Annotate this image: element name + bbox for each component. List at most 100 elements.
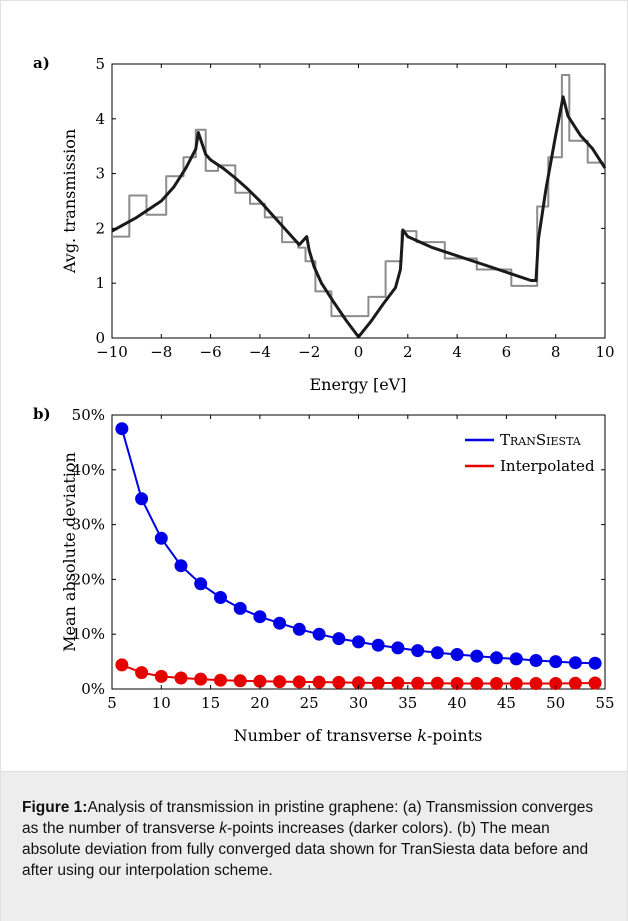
panel-b-x-tick-label: 45 <box>497 694 516 712</box>
series-point-interpolated <box>450 677 464 690</box>
panel-b-x-tick-label: 10 <box>152 694 171 712</box>
series-point-transiesta <box>352 635 365 649</box>
series-point-transiesta <box>194 577 208 591</box>
series-point-transiesta <box>588 656 602 670</box>
series-point-transiesta <box>292 622 306 636</box>
panel-a-x-tick-label: −10 <box>96 343 128 361</box>
series-point-transiesta <box>214 591 227 604</box>
panel-b-y-tick-label: 30% <box>72 516 105 534</box>
series-point-transiesta <box>568 656 582 670</box>
series-point-interpolated <box>312 675 326 689</box>
series-point-transiesta <box>174 559 188 573</box>
panel-b-label: b) <box>33 405 51 423</box>
series-point-interpolated <box>490 677 503 690</box>
series-point-transiesta <box>371 638 385 652</box>
series-point-interpolated <box>411 676 425 690</box>
panel-b-y-tick-label: 20% <box>72 570 105 588</box>
panel-b-series-group <box>115 422 602 690</box>
panel-b-x-axis-title: Number of transverse k-points <box>234 726 483 745</box>
series-point-transiesta <box>549 655 563 669</box>
panel-a-x-tick-label: −2 <box>298 343 320 361</box>
panel-a-x-tick-label: 8 <box>551 343 561 361</box>
panel-b-y-tick-label: 50% <box>72 406 105 424</box>
panel-a-series-group <box>111 74 607 339</box>
series-point-interpolated <box>430 676 444 690</box>
series-point-interpolated <box>470 677 484 690</box>
caption-text: Analysis of transmission in pristine gra… <box>22 799 594 879</box>
panel-a-y-tick-label: 3 <box>95 165 105 183</box>
panel-a-y-axis-title: Avg. transmission <box>60 129 79 274</box>
series-point-interpolated <box>568 676 582 690</box>
series-point-interpolated <box>194 672 208 686</box>
caption-label: Figure 1: <box>22 799 88 816</box>
panel-b-ticks: 5 10 15 20 25 30 35 40 45 50 55 0% 10% 20% 30% 40% 50% <box>72 406 615 712</box>
panel-a-axes-frame <box>111 63 606 339</box>
panel-b-x-tick-label: 40 <box>448 694 467 712</box>
series-point-transiesta <box>450 648 464 661</box>
series-point-interpolated <box>588 676 602 690</box>
series-point-transiesta <box>411 644 425 658</box>
panel-a-converged-line <box>111 95 607 339</box>
series-point-transiesta <box>430 646 444 660</box>
series-point-interpolated <box>332 675 346 689</box>
series-point-transiesta <box>509 652 523 666</box>
panel-b-x-tick-label: 55 <box>595 694 614 712</box>
panel-a-y-tick-label: 2 <box>95 219 105 237</box>
series-point-transiesta <box>253 610 267 624</box>
panel-a-x-tick-label: 2 <box>403 343 413 361</box>
series-point-interpolated <box>549 677 563 690</box>
series-point-transiesta <box>154 531 168 545</box>
series-point-transiesta <box>135 492 149 506</box>
panel-b-y-tick-label: 0% <box>81 680 105 698</box>
panel-a-x-tick-label: 10 <box>595 343 614 361</box>
series-point-interpolated <box>529 677 543 690</box>
caption-box: Figure 1:Analysis of transmission in pri… <box>1 771 627 921</box>
series-point-interpolated <box>509 677 523 690</box>
panel-b-x-tick-label: 15 <box>201 694 220 712</box>
legend-label-transiesta: TRANSIESTA <box>500 431 582 449</box>
series-point-transiesta <box>115 422 129 436</box>
series-point-transiesta <box>470 649 484 663</box>
series-point-interpolated <box>233 674 247 688</box>
series-point-interpolated <box>214 673 227 687</box>
panel-a-x-tick-label: 6 <box>502 343 512 361</box>
panel-a-x-tick-label: 4 <box>452 343 462 361</box>
panel-b-x-tick-label: 20 <box>250 694 269 712</box>
panel-a-ticks: −10 −8 −6 −4 −2 0 2 4 6 8 10 0 1 2 3 4 5 <box>95 55 614 361</box>
series-point-interpolated <box>391 676 405 690</box>
figure-area: a) −10 −8 −6 −4 −2 0 2 4 6 8 10 0 1 2 3 4 5 Energy [eV] … <box>1 1 627 771</box>
panel-a-y-tick-label: 5 <box>95 55 105 73</box>
figure-caption: Figure 1:Analysis of transmission in pri… <box>22 797 606 881</box>
legend-label-interpolated: Interpolated <box>500 457 595 475</box>
series-point-transiesta <box>233 601 247 615</box>
series-point-interpolated <box>154 669 168 683</box>
panel-b-x-tick-label: 35 <box>398 694 417 712</box>
series-point-transiesta <box>332 632 346 646</box>
series-point-interpolated <box>273 675 287 689</box>
panel-a-y-tick-label: 0 <box>95 329 105 347</box>
panel-b-x-tick-label: 25 <box>300 694 319 712</box>
series-point-transiesta <box>273 616 287 630</box>
panel-b-x-tick-label: 50 <box>546 694 565 712</box>
legend-background <box>465 426 599 484</box>
panel-b-deviation: b) 5 10 15 20 25 30 35 40 45 50 55 0% 10% 20% 30% 40% 50… <box>33 405 615 745</box>
panel-b-x-tick-label: 5 <box>107 694 117 712</box>
panel-a-x-tick-label: −8 <box>150 343 172 361</box>
series-point-interpolated <box>115 658 129 672</box>
panel-b-y-axis-title: Mean absolute deviation <box>60 452 79 652</box>
panel-b-x-tick-label: 30 <box>349 694 368 712</box>
panel-a-x-axis-title: Energy [eV] <box>310 375 407 394</box>
panel-a-x-tick-label: −6 <box>200 343 222 361</box>
panel-b-y-tick-label: 40% <box>72 461 105 479</box>
panel-a-y-tick-label: 1 <box>95 274 105 292</box>
panel-a-x-tick-label: −4 <box>249 343 271 361</box>
series-point-transiesta <box>312 627 326 641</box>
series-point-interpolated <box>174 671 188 685</box>
series-point-interpolated <box>292 675 306 689</box>
panel-a-x-tick-label: 0 <box>354 343 364 361</box>
series-point-transiesta <box>490 651 503 665</box>
panel-a-label: a) <box>33 54 50 72</box>
panel-a-y-tick-label: 4 <box>95 110 105 128</box>
